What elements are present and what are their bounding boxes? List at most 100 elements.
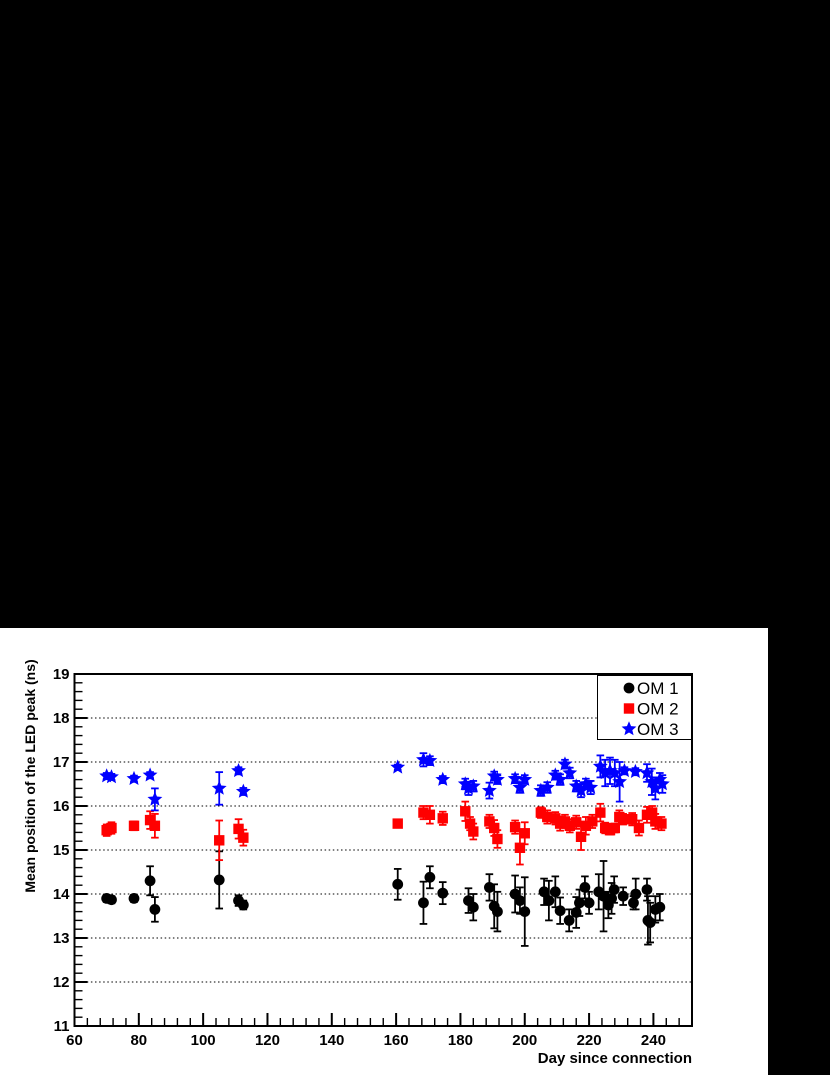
om-1-point bbox=[392, 868, 404, 901]
om-3-point bbox=[481, 781, 497, 800]
circle-marker bbox=[543, 895, 555, 906]
y-tick-label: 13 bbox=[53, 930, 70, 947]
om-3-point bbox=[147, 787, 163, 812]
om-1-point bbox=[519, 876, 531, 947]
om-1-point bbox=[467, 893, 479, 922]
om-2-point bbox=[238, 828, 249, 847]
om-3-point bbox=[562, 765, 578, 780]
om-2-point bbox=[128, 820, 140, 832]
square-marker bbox=[437, 813, 448, 824]
circle-marker bbox=[654, 901, 666, 913]
om-1-point bbox=[641, 877, 653, 902]
legend-box bbox=[597, 675, 692, 740]
om-3-point bbox=[552, 771, 568, 786]
star-marker bbox=[617, 763, 632, 778]
x-tick-label: 80 bbox=[130, 1032, 147, 1049]
circle-marker bbox=[563, 915, 575, 926]
om-1-point bbox=[144, 865, 156, 897]
star-marker bbox=[465, 778, 481, 793]
om-3-point bbox=[390, 759, 406, 774]
circle-marker bbox=[149, 904, 161, 915]
legend: OM 1 OM 2OM 3 bbox=[597, 675, 692, 740]
legend-label-om-2: OM 2 bbox=[637, 700, 679, 719]
circle-marker bbox=[583, 897, 595, 909]
om-1-point bbox=[593, 873, 605, 911]
om-1-point bbox=[543, 879, 555, 922]
y-tick-label: 11 bbox=[54, 1018, 70, 1035]
om-1-point bbox=[554, 896, 566, 925]
square-marker bbox=[571, 817, 582, 828]
star-marker bbox=[607, 765, 623, 780]
circle-marker bbox=[106, 894, 117, 906]
y-tick-label: 12 bbox=[53, 974, 70, 991]
om-1-point bbox=[563, 908, 575, 933]
square-marker bbox=[468, 826, 479, 837]
square-marker bbox=[580, 820, 592, 831]
circle-marker bbox=[641, 884, 653, 895]
square-marker bbox=[128, 820, 140, 831]
star-marker bbox=[235, 783, 251, 798]
star-marker bbox=[573, 782, 589, 797]
square-marker bbox=[509, 821, 521, 833]
star-marker bbox=[490, 771, 505, 786]
square-marker bbox=[650, 816, 661, 827]
square-marker bbox=[460, 806, 471, 817]
om-2-point bbox=[214, 819, 225, 862]
om-1-point bbox=[549, 875, 561, 909]
om-3-point bbox=[654, 774, 670, 794]
square-marker bbox=[595, 807, 606, 818]
om-2-point bbox=[595, 802, 606, 823]
om-3-point bbox=[126, 770, 142, 786]
y-axis-title: Mean position of the LED peak (ns) bbox=[22, 659, 38, 892]
om-3-point bbox=[104, 769, 119, 784]
square-marker bbox=[575, 831, 587, 842]
y-tick-label: 17 bbox=[53, 754, 70, 771]
square-marker bbox=[519, 828, 530, 839]
om-2-point bbox=[492, 829, 503, 849]
circle-marker bbox=[392, 878, 404, 890]
circle-marker bbox=[144, 875, 156, 887]
circle-marker bbox=[549, 886, 561, 898]
series-om-1 bbox=[101, 850, 666, 947]
square-marker bbox=[656, 818, 667, 829]
circle-marker bbox=[579, 882, 591, 893]
x-tick-label: 60 bbox=[66, 1032, 83, 1049]
square-marker bbox=[484, 816, 495, 827]
om-1-point bbox=[424, 865, 436, 890]
om-1-point bbox=[483, 873, 495, 902]
star-marker bbox=[435, 771, 451, 786]
legend-label-om-1: OM 1 bbox=[637, 679, 679, 698]
square-marker bbox=[542, 811, 553, 823]
om-2-point bbox=[519, 821, 530, 846]
circle-marker bbox=[467, 901, 479, 913]
om-3-point bbox=[142, 767, 158, 782]
square-marker bbox=[238, 832, 249, 843]
square-marker bbox=[626, 814, 638, 825]
om-1-point bbox=[237, 899, 249, 911]
x-tick-label: 220 bbox=[577, 1032, 602, 1049]
square-marker bbox=[489, 822, 500, 834]
y-tick-label: 15 bbox=[53, 842, 70, 859]
legend-marker-om-2 bbox=[623, 703, 635, 714]
x-tick-label: 160 bbox=[384, 1032, 409, 1049]
star-marker bbox=[231, 763, 246, 778]
om-3-point bbox=[465, 778, 481, 793]
circle-marker bbox=[519, 906, 531, 917]
x-tick-label: 200 bbox=[512, 1032, 537, 1049]
om-3-point bbox=[211, 771, 227, 806]
om-3-point bbox=[490, 771, 505, 786]
star-marker bbox=[627, 763, 643, 778]
square-marker bbox=[392, 818, 403, 829]
circle-marker bbox=[492, 906, 503, 917]
om-1-point bbox=[106, 894, 117, 906]
circle-marker bbox=[424, 871, 436, 883]
legend-label-om-3: OM 3 bbox=[637, 720, 679, 739]
om-2-point bbox=[106, 821, 117, 835]
om-1-point bbox=[149, 896, 161, 923]
square-marker bbox=[646, 807, 658, 818]
legend-marker-om-3 bbox=[621, 721, 637, 736]
om-3-point bbox=[539, 779, 555, 794]
x-tick-label: 120 bbox=[255, 1032, 280, 1049]
om-2-point bbox=[392, 818, 403, 829]
square-marker bbox=[144, 814, 156, 826]
